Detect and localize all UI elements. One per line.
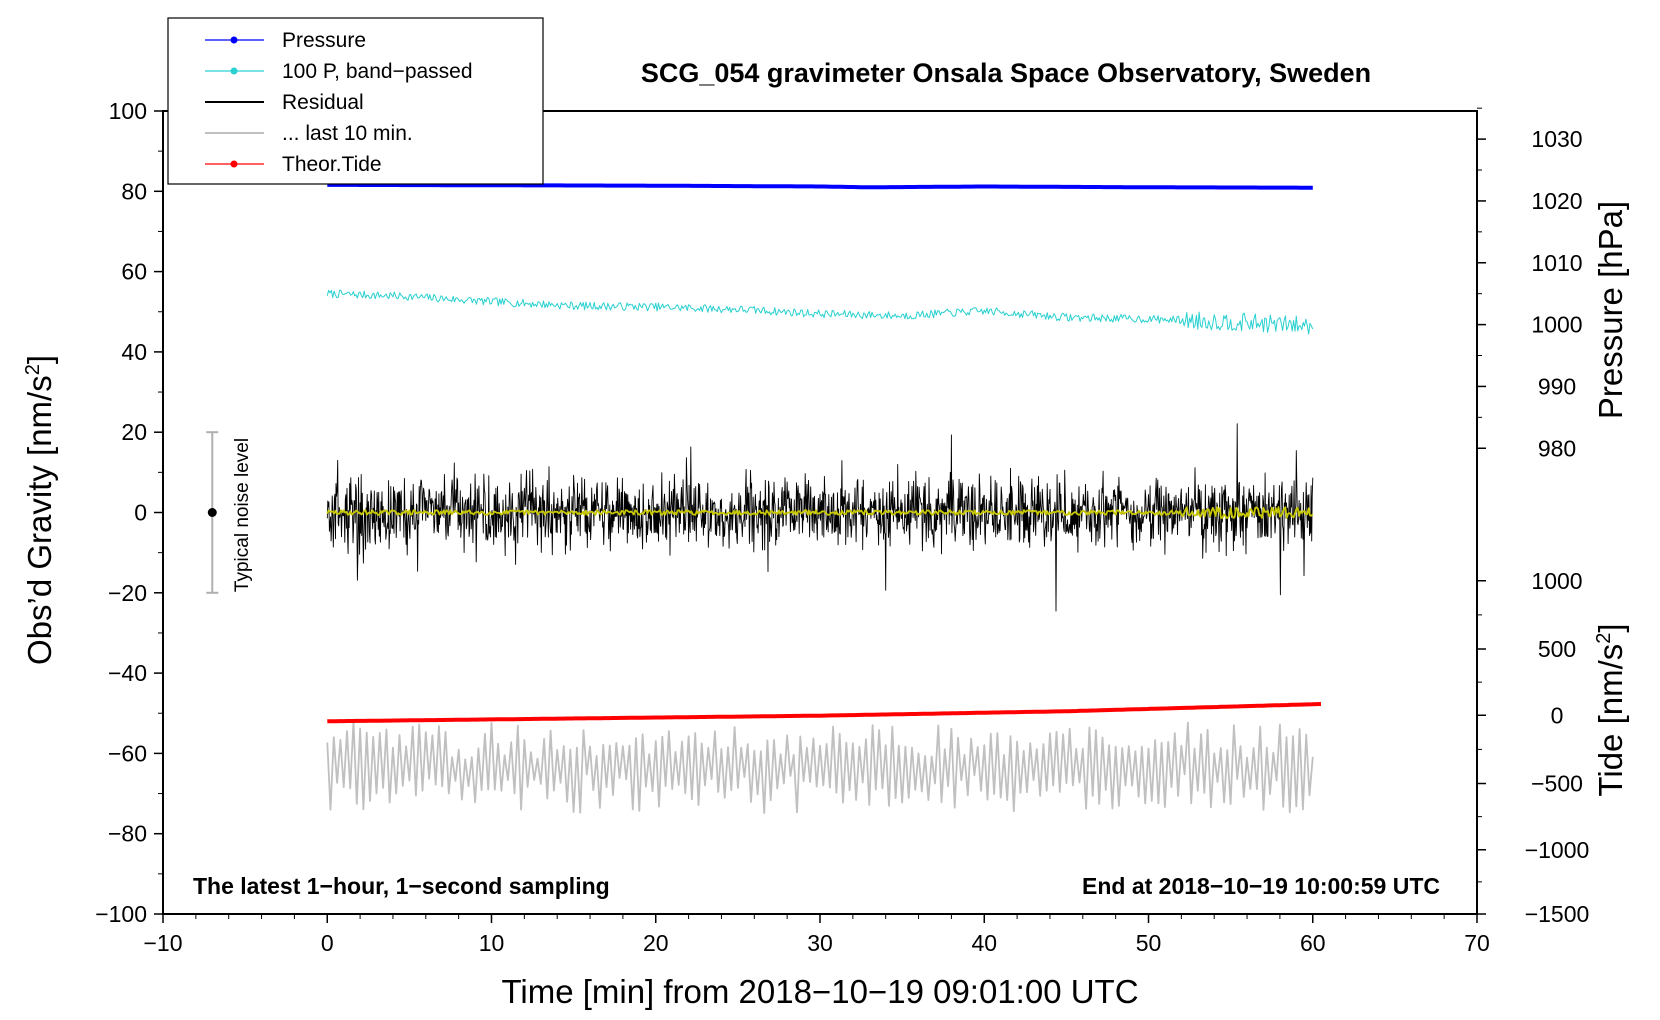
- chart-title: SCG_054 gravimeter Onsala Space Observat…: [641, 58, 1371, 88]
- y-tick-label: 80: [121, 178, 147, 204]
- y-axis-pressure: 1030 1020 1010 1000 990 980: [1477, 107, 1583, 461]
- x-tick-label: 40: [971, 930, 997, 956]
- legend-label: Residual: [282, 91, 364, 114]
- y-axis-title-tide-sup: 2: [1593, 633, 1615, 644]
- y-tick-label: −100: [95, 901, 147, 927]
- annotation-left: The latest 1−hour, 1−second sampling: [193, 873, 610, 899]
- x-axis-title: Time [min] from 2018−10−19 09:01:00 UTC: [501, 973, 1138, 1010]
- y-axis-left: 100 80 60 40 20 0 −20 −40 −60 −80 −100: [95, 98, 163, 927]
- pressure-tick-label: 980: [1538, 435, 1576, 461]
- y-tick-label: 60: [121, 259, 147, 285]
- y-tick-label: −40: [108, 660, 147, 686]
- legend: Pressure 100 P, band−passed Residual ... la…: [167, 17, 544, 185]
- tide-tick-label: 1000: [1531, 568, 1582, 594]
- series--last-10-min-: [326, 720, 1314, 814]
- y-axis-title-left-main: Obs’d Gravity [nm/s: [21, 375, 58, 665]
- tide-tick-label: −1500: [1525, 901, 1590, 927]
- y-tick-label: −20: [108, 580, 147, 606]
- pressure-tick-label: 1020: [1531, 188, 1582, 214]
- y-axis-title-left-end: ]: [21, 355, 58, 364]
- annotation-right: End at 2018−10−19 10:00:59 UTC: [1082, 873, 1440, 899]
- x-axis: −10 0 10 20 30 40 50 60 70: [143, 914, 1490, 956]
- noise-bar-dot: [207, 508, 217, 517]
- pressure-tick-label: 990: [1538, 373, 1576, 399]
- y-tick-label: 100: [109, 98, 147, 124]
- x-tick-label: 0: [321, 930, 334, 956]
- x-tick-label: 30: [807, 930, 833, 956]
- y-tick-label: −80: [108, 821, 147, 847]
- tide-tick-label: −1000: [1525, 837, 1590, 863]
- series-theor-tide: [327, 702, 1322, 724]
- y-axis-title-left-sup: 2: [22, 364, 44, 375]
- y-axis-tide: 1000 500 0 −500 −1000 −1500: [1477, 568, 1589, 927]
- y-axis-title-tide-main: Tide [nm/s: [1592, 644, 1629, 797]
- pressure-tick-label: 1000: [1531, 312, 1582, 338]
- tide-tick-label: 0: [1551, 702, 1564, 728]
- noise-bar-label: Typical noise level: [232, 438, 253, 592]
- x-tick-label: 20: [643, 930, 669, 956]
- x-tick-label: −10: [143, 930, 182, 956]
- legend-label: Theor.Tide: [282, 153, 382, 176]
- x-tick-label: 60: [1300, 930, 1326, 956]
- series-residual: [326, 423, 1314, 612]
- legend-label: ... last 10 min.: [282, 122, 413, 145]
- tide-tick-label: −500: [1531, 771, 1583, 797]
- pressure-tick-label: 1010: [1531, 250, 1582, 276]
- x-tick-label: 10: [479, 930, 505, 956]
- series-group: [326, 182, 1322, 814]
- pressure-tick-label: 1030: [1531, 126, 1582, 152]
- y-tick-label: 0: [134, 500, 147, 526]
- series-residual-smoothed: [326, 506, 1314, 519]
- tide-tick-label: 500: [1538, 636, 1576, 662]
- y-tick-label: −60: [108, 740, 147, 766]
- legend-marker: [230, 160, 238, 168]
- series-100-p-band-passed: [326, 289, 1314, 335]
- legend-label: Pressure: [282, 29, 366, 52]
- legend-label: 100 P, band−passed: [282, 60, 473, 83]
- y-tick-label: 20: [121, 419, 147, 445]
- y-axis-title-left: Obs’d Gravity [nm/s2]: [21, 355, 58, 665]
- x-tick-label: 70: [1464, 930, 1490, 956]
- x-tick-label: 50: [1136, 930, 1162, 956]
- y-axis-title-pressure: Pressure [hPa]: [1592, 201, 1629, 419]
- legend-marker: [230, 36, 238, 44]
- legend-marker: [230, 67, 238, 75]
- y-axis-title-tide-end: ]: [1592, 623, 1629, 632]
- y-axis-title-tide: Tide [nm/s2]: [1592, 623, 1629, 796]
- series-pressure: [327, 182, 1313, 190]
- noise-bar: [206, 431, 219, 594]
- y-tick-label: 40: [121, 339, 147, 365]
